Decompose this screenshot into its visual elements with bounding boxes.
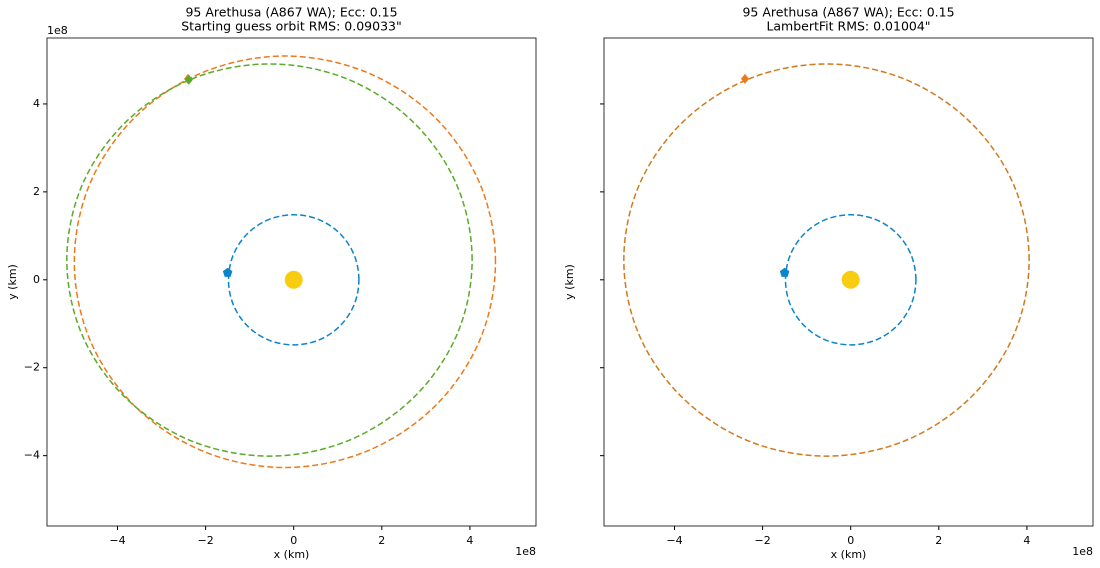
x-tick-label: −4	[666, 534, 682, 547]
chart-subtitle: Starting guess orbit RMS: 0.09033"	[181, 19, 401, 34]
orbit-line	[66, 63, 473, 457]
diamond-marker	[740, 73, 749, 84]
subplot: 95 Arethusa (A867 WA); Ecc: 0.15Starting…	[6, 5, 537, 561]
y-tick-label: 0	[33, 273, 40, 286]
y-axis-label: y (km)	[563, 264, 576, 300]
x-offset-label: 1e8	[515, 545, 536, 558]
x-tick-label: −4	[109, 534, 125, 547]
x-offset-label: 1e8	[1072, 545, 1093, 558]
x-axis-label: x (km)	[274, 548, 310, 561]
x-tick-label: −2	[754, 534, 770, 547]
chart-title: 95 Arethusa (A867 WA); Ecc: 0.15	[742, 5, 954, 20]
x-tick-label: 0	[847, 534, 854, 547]
orbit-line	[623, 63, 1030, 457]
x-tick-label: 0	[290, 534, 297, 547]
y-tick-label: 2	[33, 185, 40, 198]
y-tick-label: 4	[33, 97, 40, 110]
y-axis-label: y (km)	[6, 264, 19, 300]
sun-marker	[841, 270, 860, 289]
y-tick-label: −4	[24, 449, 40, 462]
pentagon-marker	[222, 267, 233, 277]
chart-subtitle: LambertFit RMS: 0.01004"	[766, 19, 930, 34]
plot-area	[623, 63, 1030, 457]
pentagon-marker	[779, 267, 790, 277]
x-tick-label: 4	[466, 534, 473, 547]
y-tick-label: −2	[24, 361, 40, 374]
sun-marker	[284, 270, 303, 289]
axes-frame	[603, 37, 1094, 527]
x-tick-label: 2	[378, 534, 385, 547]
y-offset-label: 1e8	[47, 24, 68, 37]
x-tick-label: 4	[1023, 534, 1030, 547]
x-axis-label: x (km)	[831, 548, 867, 561]
chart-title: 95 Arethusa (A867 WA); Ecc: 0.15	[185, 5, 397, 20]
axes-frame	[46, 37, 537, 527]
diamond-marker	[184, 74, 193, 85]
x-tick-label: 2	[935, 534, 942, 547]
x-tick-label: −2	[197, 534, 213, 547]
plot-area	[66, 55, 497, 469]
orbit-line	[73, 55, 497, 469]
subplot: 95 Arethusa (A867 WA); Ecc: 0.15LambertF…	[563, 5, 1094, 561]
